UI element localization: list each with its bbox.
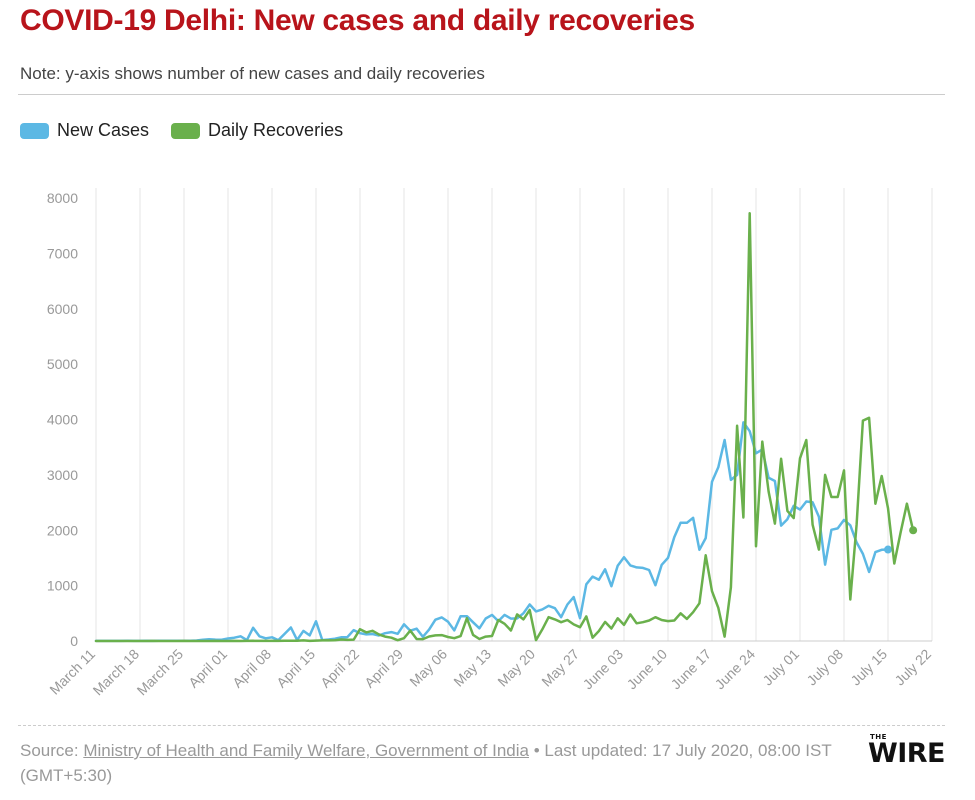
y-tick-label: 7000 (47, 245, 78, 261)
source-note: Source: Ministry of Health and Family We… (20, 738, 840, 788)
y-tick-label: 1000 (47, 578, 78, 594)
series-end-point-new-cases (884, 545, 892, 554)
y-tick-label: 4000 (47, 412, 78, 428)
y-tick-label: 2000 (47, 522, 78, 538)
logo-small-text: THE (869, 733, 887, 741)
x-tick-label: June 03 (580, 646, 627, 693)
legend-item-daily-recoveries[interactable]: Daily Recoveries (171, 120, 343, 141)
x-tick-label: June 17 (668, 646, 715, 693)
legend-swatch-daily-recoveries (171, 122, 201, 139)
x-tick-label: June 24 (712, 646, 759, 693)
x-tick-label: April 08 (229, 646, 274, 691)
x-tick-label: July 08 (803, 646, 846, 689)
chart-legend: New Cases Daily Recoveries (20, 120, 365, 141)
x-tick-label: June 10 (624, 646, 671, 693)
y-tick-label: 6000 (47, 301, 78, 317)
y-tick-label: 3000 (47, 467, 78, 483)
legend-swatch-new-cases (20, 122, 49, 139)
x-tick-label: May 13 (450, 646, 494, 690)
source-prefix: Source: (20, 741, 79, 760)
source-link[interactable]: Ministry of Health and Family Welfare, G… (83, 741, 529, 760)
the-wire-logo: THE WIRE (867, 733, 946, 769)
series-line-new-cases (94, 421, 890, 643)
legend-label-new-cases: New Cases (57, 120, 150, 140)
x-tick-label: July 22 (891, 646, 934, 689)
series-line-daily-recoveries (94, 211, 915, 643)
x-tick-label: May 20 (494, 646, 538, 690)
chart-note: Note: y-axis shows number of new cases a… (20, 64, 485, 83)
series-end-point-daily-recoveries (909, 526, 918, 535)
logo-big-text: WIRE (867, 738, 946, 769)
x-tick-label: April 15 (273, 646, 318, 691)
x-tick-label: March 18 (90, 646, 143, 699)
header-divider (18, 94, 945, 95)
x-tick-label: April 22 (317, 646, 362, 691)
footer-divider (18, 725, 945, 726)
x-tick-label: July 01 (759, 646, 802, 689)
chart-title: COVID-19 Delhi: New cases and daily reco… (20, 4, 695, 37)
last-updated: • Last updated: 17 July 2020, 08:00 IST … (20, 741, 832, 785)
x-tick-label: March 11 (46, 646, 98, 698)
x-tick-label: April 01 (185, 646, 230, 691)
legend-label-daily-recoveries: Daily Recoveries (208, 120, 344, 140)
x-tick-label: May 06 (406, 646, 450, 690)
x-tick-label: July 15 (847, 646, 890, 689)
y-tick-label: 5000 (47, 356, 78, 372)
x-tick-label: April 29 (361, 646, 406, 691)
x-tick-label: May 27 (538, 646, 582, 690)
y-tick-label: 8000 (47, 190, 78, 206)
legend-item-new-cases[interactable]: New Cases (20, 120, 149, 141)
x-tick-label: March 25 (134, 646, 187, 699)
y-tick-label: 0 (70, 633, 78, 649)
